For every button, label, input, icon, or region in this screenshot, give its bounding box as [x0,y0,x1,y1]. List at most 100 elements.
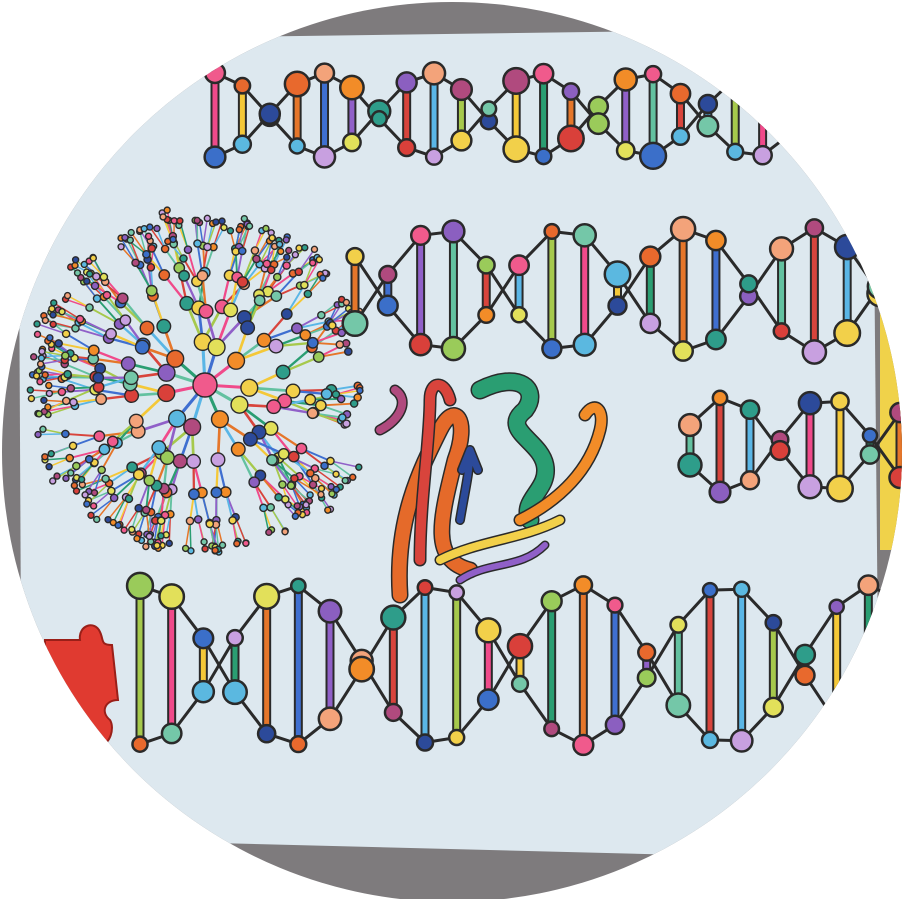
nucleotide-bead [395,71,418,94]
network-node [77,475,86,484]
network-node [326,456,335,466]
network-node [302,501,310,509]
network-edge [241,225,251,252]
nucleotide-bead [677,452,703,478]
network-node [176,217,184,225]
network-node [123,370,139,386]
nucleotide-bead [669,82,692,105]
network-node [87,511,95,520]
network-node [41,453,49,461]
network-node [30,353,38,361]
nucleotide-bead [643,64,663,84]
network-node [212,218,220,226]
network-node [248,476,261,489]
network-node [320,388,333,400]
nucleotide-bead [441,219,466,244]
network-edge [68,448,106,459]
network-edge [202,217,209,247]
nucleotide-bead [543,720,561,738]
nucleotide-bead [289,577,307,595]
nucleotide-bead [383,702,403,723]
network-node [349,473,357,481]
network-edge [36,323,67,335]
network-node [283,253,291,261]
network-node [203,242,212,252]
network-edge [37,433,67,436]
network-node [291,251,300,259]
network-node [160,244,170,254]
nucleotide-bead [752,64,773,86]
network-node [157,383,176,403]
network-node [143,474,156,487]
network-node [282,236,290,244]
nucleotide-bead [604,714,626,736]
network-node [183,245,193,254]
network-node [169,235,177,244]
network-node [324,506,332,514]
nucleotide-bead [769,439,791,462]
nucleotide-bead [861,427,879,444]
network-node [183,417,202,437]
nucleotide-bead [708,480,732,504]
network-node [303,289,313,299]
network-node [242,431,258,447]
nucleotide-bead [510,674,530,693]
network-node [317,490,325,499]
nucleotide-bead [794,664,816,687]
network-edge [130,231,148,256]
nucleotide-bead [613,67,638,92]
network-node [156,516,166,526]
nucleotide-bead [233,76,252,95]
network-node [172,453,188,469]
nucleotide-bead [665,692,692,719]
network-node [70,481,79,490]
nucleotide-bead [449,77,474,102]
nucleotide-bead [726,142,745,161]
network-node [278,480,287,489]
network-node [163,206,171,214]
nucleotide-bead [764,613,783,632]
network-node [146,263,156,272]
network-node [61,396,71,406]
network-node [317,310,326,320]
network-node [61,329,71,339]
network-node [226,351,246,370]
network-node [317,484,326,493]
network-node [300,280,309,290]
nucleotide-bead [804,218,825,238]
network-node [85,303,94,312]
network-node [237,246,247,256]
network-node [119,314,132,327]
network-node [233,539,241,548]
nucleotide-bead [203,61,227,85]
network-node [259,503,268,513]
nucleotide-bead [543,222,561,240]
nucleotide-bead [828,598,845,616]
network-node [310,245,319,254]
network-node [166,349,185,368]
network-edge [95,497,115,521]
network-edge [41,366,69,375]
nucleotide-bead [739,399,761,421]
network-node [287,450,300,463]
network-node [250,246,260,255]
network-node [304,393,317,406]
network-node [128,525,136,534]
protein-strand [472,373,554,528]
nucleotide-bead [508,254,531,277]
network-edge [303,258,321,286]
nucleotide-bead [855,732,882,758]
nucleotide-bead [502,66,531,95]
nucleotide-bead [376,294,399,317]
nucleotide-bead [886,716,902,745]
network-node [211,546,219,555]
nucleotide-bead [534,147,553,166]
network-node [332,470,340,478]
network-node [285,383,301,399]
network-node [193,239,202,248]
dna-helix-icon [125,61,902,758]
network-node [142,250,151,259]
network-node [266,399,282,415]
nucleotide-bead [639,245,662,268]
network-node [40,396,48,404]
